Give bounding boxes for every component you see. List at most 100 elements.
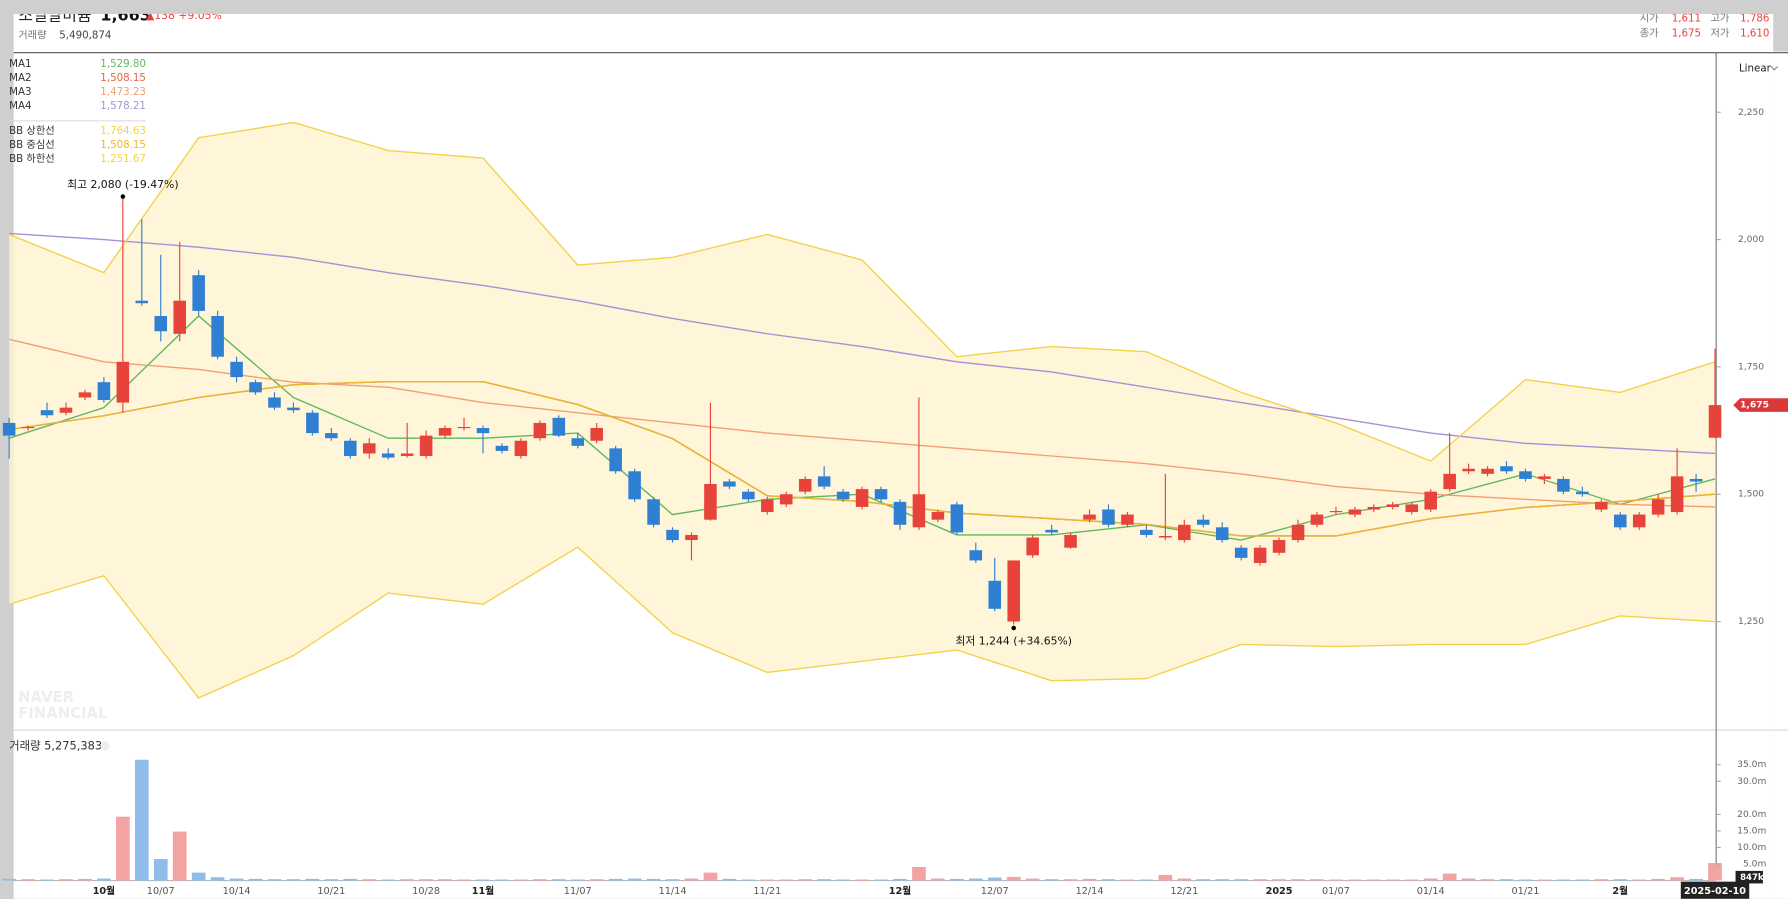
volume-bar xyxy=(627,878,642,881)
volume-bar xyxy=(1215,879,1230,881)
volume: 5,490,874 xyxy=(59,30,111,42)
volume-bar xyxy=(779,879,794,881)
y-tick-label: 2,250 xyxy=(1738,108,1764,118)
candle-body xyxy=(40,410,54,416)
candle-body xyxy=(1538,476,1551,479)
volume-bar xyxy=(665,879,680,881)
candle-body xyxy=(1405,504,1419,513)
frame-top xyxy=(0,0,1788,14)
quote-value: 1,610 xyxy=(1740,27,1769,39)
legend-name: BB 중심선 xyxy=(9,139,55,151)
volume-bar xyxy=(495,879,509,881)
volume-label: 거래량 xyxy=(18,30,47,42)
volume-bar xyxy=(968,878,983,881)
watermark: NAVER xyxy=(18,689,74,706)
candle-body xyxy=(1178,524,1191,541)
high-dot xyxy=(120,194,126,199)
volume-bar xyxy=(741,879,756,881)
candle-body xyxy=(1500,466,1513,472)
candle-body xyxy=(1348,509,1362,515)
x-tick-label: 01/14 xyxy=(1417,886,1445,897)
scale-button[interactable]: Linear xyxy=(1739,63,1772,75)
volume-bar xyxy=(1651,878,1665,881)
volume-bar xyxy=(855,879,869,881)
volume-bar xyxy=(798,879,813,881)
volume-bar xyxy=(1329,879,1343,881)
candle-body xyxy=(97,382,111,401)
volume-bar xyxy=(1556,879,1571,881)
candle-body xyxy=(1291,524,1305,541)
volume-bar xyxy=(570,879,585,881)
candle-body xyxy=(230,361,243,378)
volume-bar xyxy=(1063,879,1078,881)
band-fill xyxy=(9,122,1716,698)
y-tick-label: 20.0m xyxy=(1737,810,1766,820)
candle-body xyxy=(287,407,300,411)
volume-bar xyxy=(533,879,547,881)
x-tick-label: 11/21 xyxy=(753,886,781,897)
volume-bar xyxy=(1575,879,1590,881)
candle-body xyxy=(1424,491,1437,510)
candle-body xyxy=(666,529,679,541)
volume-bar xyxy=(1689,878,1703,881)
candle-body xyxy=(1253,547,1267,563)
volume-bar xyxy=(1291,879,1305,881)
band-line xyxy=(8,121,1716,462)
y-tick-label: 1,750 xyxy=(1738,362,1764,372)
volume-bar xyxy=(1385,879,1400,881)
volume-bar xyxy=(1139,879,1154,881)
candle-body xyxy=(1196,519,1210,525)
candle-body xyxy=(476,428,490,434)
dropdown-arrow[interactable] xyxy=(1770,65,1779,71)
legend-name: MA1 xyxy=(9,58,31,70)
candle-body xyxy=(1159,535,1172,538)
quote-value: 1,675 xyxy=(1672,27,1701,39)
legend-value: 1,764.63 xyxy=(100,125,146,137)
volume-bar xyxy=(116,816,130,881)
volume-bar xyxy=(324,879,339,881)
volume-bar xyxy=(874,879,888,881)
volume-bar xyxy=(722,878,737,881)
x-tick-label: 01/21 xyxy=(1512,886,1540,897)
quote-label: 시가 xyxy=(1640,12,1659,24)
x-tick-label: 2025-02-10 xyxy=(1684,886,1746,897)
quote-value: 1,611 xyxy=(1672,12,1701,24)
x-tick-label: 12/07 xyxy=(981,886,1009,897)
volume-bar xyxy=(1518,879,1533,881)
volume-bar xyxy=(1708,863,1722,881)
legend-value: 1,529.80 xyxy=(100,58,146,70)
close-icon[interactable] xyxy=(100,741,110,751)
volume-bar xyxy=(514,879,528,881)
candle-body xyxy=(590,428,603,441)
candle-body xyxy=(1140,529,1153,535)
candle-body xyxy=(381,453,395,458)
volume-bar xyxy=(1044,879,1059,881)
volume-bar xyxy=(1461,878,1476,881)
candle-body xyxy=(306,412,319,434)
quote-label: 저가 xyxy=(1710,27,1729,39)
volume-bar xyxy=(836,879,850,881)
volume-bar xyxy=(1404,879,1419,881)
x-tick-label: 12/14 xyxy=(1076,886,1104,897)
volume-bar xyxy=(646,878,661,881)
x-tick-label: 12/21 xyxy=(1170,886,1198,897)
candle-body xyxy=(1329,511,1343,513)
candle-body xyxy=(1632,514,1646,528)
axis-panel xyxy=(1773,51,1788,899)
candle-body xyxy=(1689,478,1703,482)
volume-bar xyxy=(1120,879,1135,881)
candle-body xyxy=(779,494,793,505)
volume-bar xyxy=(1253,879,1267,881)
x-tick-label: 10/21 xyxy=(317,886,345,897)
volume-bar xyxy=(476,879,490,881)
candle-body xyxy=(1519,471,1532,479)
candle-body xyxy=(912,494,926,528)
candle-body xyxy=(742,491,755,500)
legend-value: 1,251.67 xyxy=(100,153,146,165)
volume-bar xyxy=(1499,879,1514,881)
candle-body xyxy=(969,550,983,561)
candle-body xyxy=(249,382,262,393)
volume-bar xyxy=(760,879,775,881)
volume-bar xyxy=(893,878,907,881)
volume-bar xyxy=(1158,874,1173,881)
